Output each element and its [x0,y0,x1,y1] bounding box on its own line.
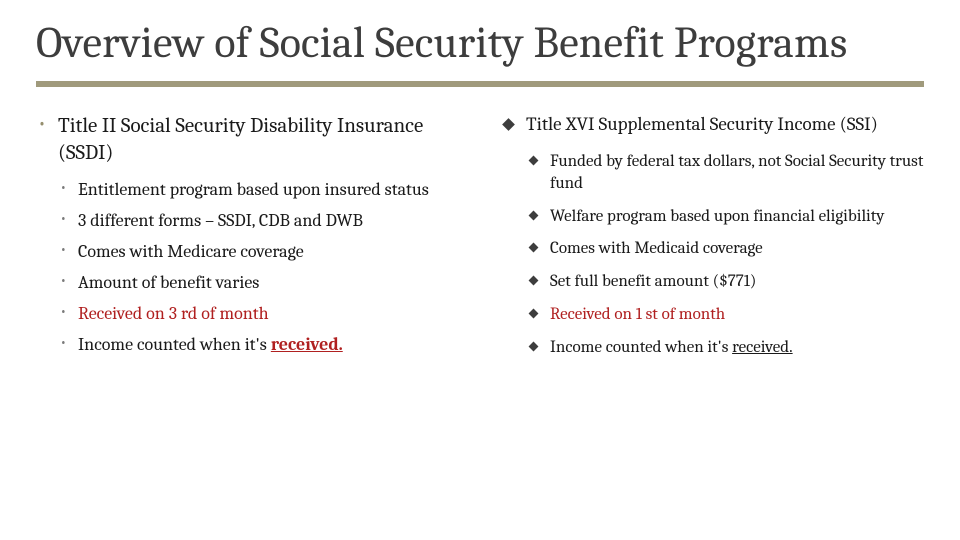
text-run: Income counted when it's [550,338,732,357]
text-run: Amount of benefit varies [78,272,259,293]
list-item: Amount of benefit varies [58,271,460,294]
right-column: Title XVI Supplemental Security Income (… [500,113,924,372]
list-item: Set full benefit amount ($771) [526,271,924,293]
right-sublist: Funded by federal tax dollars, not Socia… [526,151,924,358]
list-item-text: Received on 3 rd of month [78,303,269,324]
list-item-text: Amount of benefit varies [78,272,259,293]
list-item-text: Funded by federal tax dollars, not Socia… [550,152,923,193]
list-item-text: Comes with Medicaid coverage [550,239,763,258]
list-item-text: Received on 1 st of month [550,305,725,324]
list-item: Income counted when it's received. [58,333,460,356]
list-item: Entitlement program based upon insured s… [58,178,460,201]
list-item-text: Entitlement program based upon insured s… [78,179,429,200]
right-heading: Title XVI Supplemental Security Income (… [526,113,924,137]
text-run: Income counted when it's [78,334,271,355]
text-run: Received on 1 st of month [550,305,725,324]
list-item: Received on 1 st of month [526,304,924,326]
left-heading-item: Title II Social Security Disability Insu… [36,113,460,356]
list-item: Comes with Medicaid coverage [526,238,924,260]
list-item-text: Income counted when it's received. [550,338,793,357]
right-list: Title XVI Supplemental Security Income (… [500,113,924,358]
list-item: Welfare program based upon financial eli… [526,206,924,228]
text-run: Comes with Medicaid coverage [550,239,763,258]
title-container: Overview of Social Security Benefit Prog… [36,0,924,87]
text-run: Entitlement program based upon insured s… [78,179,429,200]
left-column: Title II Social Security Disability Insu… [36,113,460,372]
left-sublist: Entitlement program based upon insured s… [58,178,460,356]
list-item-text: 3 different forms – SSDI, CDB and DWB [78,210,363,231]
text-run: 3 different forms – SSDI, CDB and DWB [78,210,363,231]
text-run: Comes with Medicare coverage [78,241,304,262]
list-item-text: Comes with Medicare coverage [78,241,304,262]
left-list: Title II Social Security Disability Insu… [36,113,460,356]
text-run: received. [732,338,793,357]
right-heading-item: Title XVI Supplemental Security Income (… [500,113,924,358]
list-item: 3 different forms – SSDI, CDB and DWB [58,209,460,232]
list-item: Funded by federal tax dollars, not Socia… [526,151,924,195]
list-item-text: Income counted when it's received. [78,334,343,355]
slide-title: Overview of Social Security Benefit Prog… [36,18,924,67]
text-run: Funded by federal tax dollars, not Socia… [550,152,923,193]
text-run: Set full benefit amount ($771) [550,272,756,291]
list-item: Received on 3 rd of month [58,302,460,325]
text-run: Received on 3 rd of month [78,303,269,324]
left-heading: Title II Social Security Disability Insu… [58,113,460,166]
content-columns: Title II Social Security Disability Insu… [36,113,924,372]
text-run: received. [271,334,343,355]
text-run: Welfare program based upon financial eli… [550,207,884,226]
list-item-text: Set full benefit amount ($771) [550,272,756,291]
list-item: Comes with Medicare coverage [58,240,460,263]
list-item: Income counted when it's received. [526,337,924,359]
list-item-text: Welfare program based upon financial eli… [550,207,884,226]
